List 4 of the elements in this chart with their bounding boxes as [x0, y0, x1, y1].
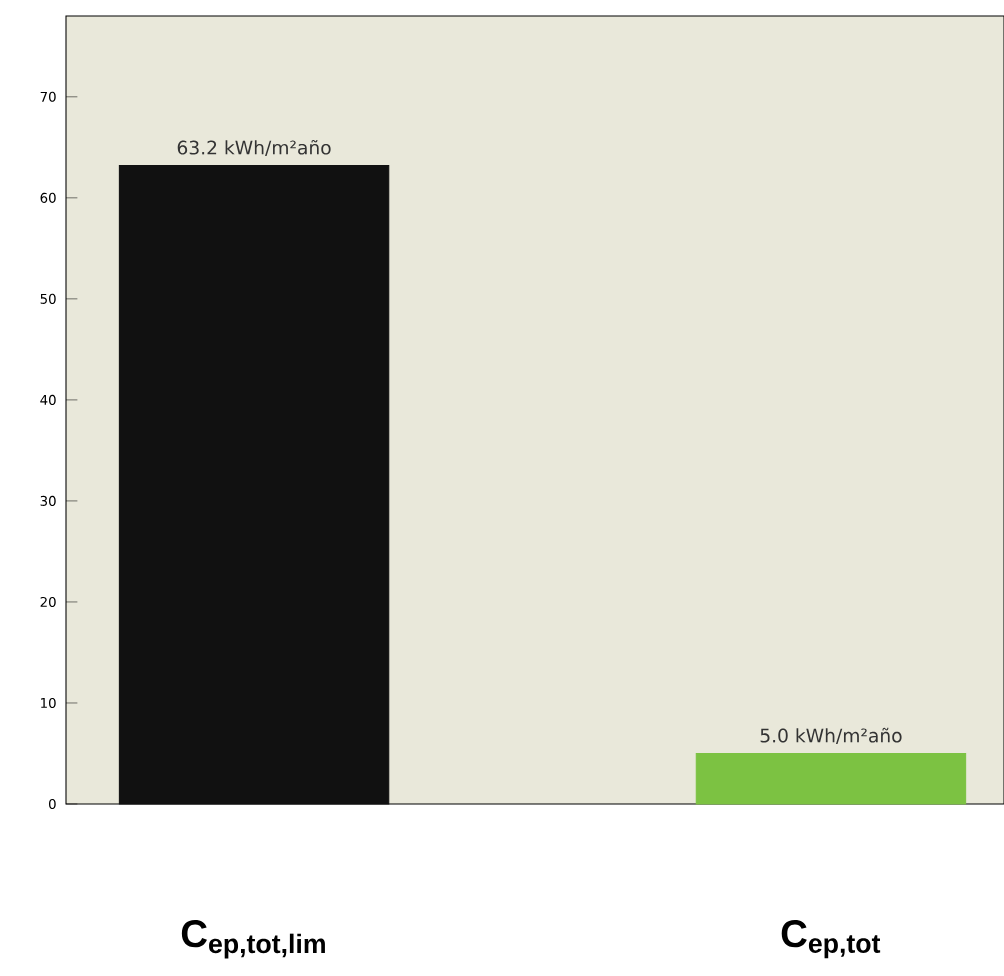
- x-tick-label: C$_{ep,tot,lim}$: [181, 920, 325, 959]
- data-label: 63.2 kWh/m²año: [177, 139, 331, 157]
- data-label: 5.0 kWh/m²año: [760, 727, 902, 745]
- x-tick-label: C$_{ep,tot}$: [781, 920, 881, 959]
